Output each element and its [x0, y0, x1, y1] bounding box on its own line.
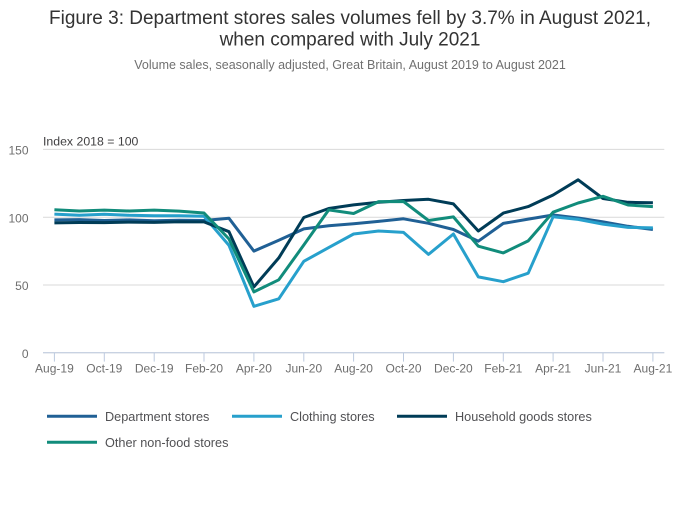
- svg-text:Dec-19: Dec-19: [135, 362, 174, 376]
- svg-text:Jun-20: Jun-20: [285, 362, 322, 376]
- svg-text:Feb-21: Feb-21: [484, 362, 522, 376]
- svg-text:Aug-21: Aug-21: [634, 362, 673, 376]
- svg-text:Other non-food stores: Other non-food stores: [105, 436, 228, 450]
- svg-text:Feb-20: Feb-20: [185, 362, 223, 376]
- svg-text:Oct-20: Oct-20: [385, 362, 421, 376]
- svg-text:0: 0: [22, 347, 29, 361]
- svg-text:Aug-19: Aug-19: [35, 362, 74, 376]
- svg-text:Jun-21: Jun-21: [585, 362, 622, 376]
- svg-text:Household goods stores: Household goods stores: [455, 410, 592, 424]
- svg-text:Apr-20: Apr-20: [236, 362, 272, 376]
- svg-text:150: 150: [8, 144, 28, 158]
- svg-text:Clothing stores: Clothing stores: [290, 410, 375, 424]
- svg-text:Oct-19: Oct-19: [86, 362, 122, 376]
- svg-text:Department stores: Department stores: [105, 410, 209, 424]
- svg-text:Index 2018 = 100: Index 2018 = 100: [43, 135, 139, 149]
- svg-text:Apr-21: Apr-21: [535, 362, 571, 376]
- svg-text:Dec-20: Dec-20: [434, 362, 473, 376]
- svg-text:Aug-20: Aug-20: [334, 362, 373, 376]
- svg-text:Figure 3: Department stores sa: Figure 3: Department stores sales volume…: [49, 8, 651, 29]
- svg-text:100: 100: [8, 211, 28, 225]
- svg-text:Volume sales, seasonally adjus: Volume sales, seasonally adjusted, Great…: [134, 58, 566, 72]
- svg-text:when compared with July 2021: when compared with July 2021: [219, 30, 481, 51]
- svg-text:50: 50: [15, 279, 29, 293]
